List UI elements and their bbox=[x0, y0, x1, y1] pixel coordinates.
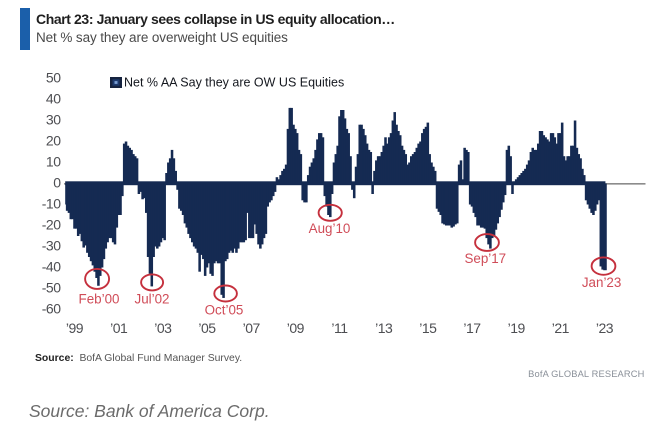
svg-text:-20: -20 bbox=[42, 216, 61, 232]
svg-text:-50: -50 bbox=[42, 279, 61, 295]
svg-text:-40: -40 bbox=[42, 258, 61, 274]
svg-text:’11: ’11 bbox=[331, 320, 348, 336]
svg-text:-10: -10 bbox=[42, 195, 61, 211]
svg-text:Oct’05: Oct’05 bbox=[205, 303, 244, 318]
svg-text:’17: ’17 bbox=[463, 320, 481, 336]
svg-text:Jul’02: Jul’02 bbox=[135, 292, 170, 307]
svg-text:Jan’23: Jan’23 bbox=[582, 275, 621, 290]
svg-text:30: 30 bbox=[46, 111, 61, 127]
svg-text:’03: ’03 bbox=[154, 320, 172, 336]
svg-text:Net % AA Say they are OW US Eq: Net % AA Say they are OW US Equities bbox=[124, 76, 344, 90]
svg-text:’99: ’99 bbox=[66, 320, 84, 336]
svg-text:’23: ’23 bbox=[596, 320, 614, 336]
svg-text:Feb’00: Feb’00 bbox=[79, 292, 120, 307]
svg-text:’19: ’19 bbox=[508, 320, 526, 336]
svg-text:Aug’10: Aug’10 bbox=[309, 221, 351, 236]
svg-text:’05: ’05 bbox=[198, 320, 216, 336]
svg-text:-30: -30 bbox=[42, 237, 61, 253]
svg-text:-60: -60 bbox=[42, 300, 61, 316]
svg-text:40: 40 bbox=[46, 90, 61, 106]
svg-text:20: 20 bbox=[46, 132, 61, 148]
svg-text:’15: ’15 bbox=[419, 320, 437, 336]
svg-text:10: 10 bbox=[46, 153, 61, 169]
svg-text:’21: ’21 bbox=[552, 320, 570, 336]
svg-text:’13: ’13 bbox=[375, 320, 393, 336]
svg-text:Sep’17: Sep’17 bbox=[464, 251, 506, 266]
svg-text:’07: ’07 bbox=[243, 320, 261, 336]
svg-text:0: 0 bbox=[53, 174, 61, 190]
svg-text:’09: ’09 bbox=[287, 320, 305, 336]
svg-text:50: 50 bbox=[46, 69, 61, 85]
svg-text:’01: ’01 bbox=[110, 320, 128, 336]
